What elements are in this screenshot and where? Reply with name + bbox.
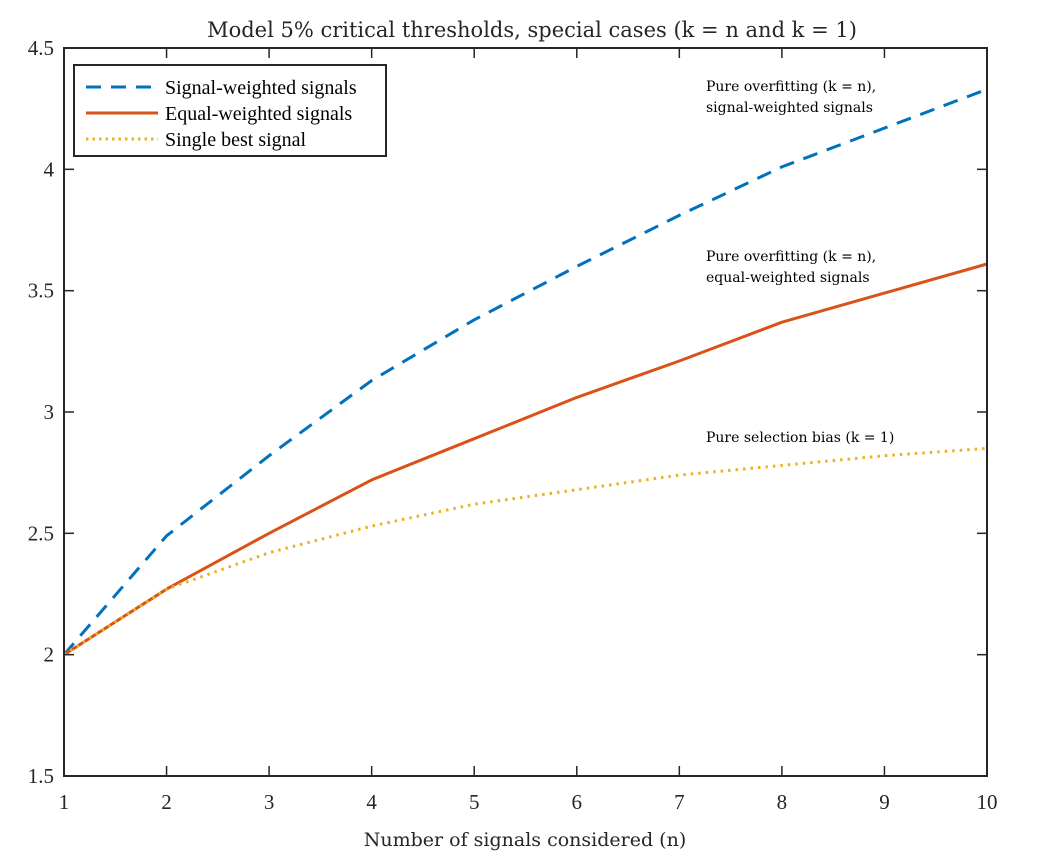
y-tick-label: 4 xyxy=(44,157,55,181)
ticks-layer: 1 2 3 4 5 6 7 8 9 10 1.5 2 2.5 3 3.5 4 4.5 xyxy=(28,36,998,814)
y-tick-label: 3 xyxy=(44,400,55,424)
series-line-1 xyxy=(62,87,988,656)
x-tick-label: 7 xyxy=(674,790,685,814)
chart-title: Model 5% critical thresholds, special ca… xyxy=(207,18,857,42)
y-tick-label: 4.5 xyxy=(28,36,54,60)
annotation-3-line-1: Pure selection bias (k = 1) xyxy=(706,430,894,446)
series-line-3 xyxy=(63,446,988,656)
x-tick-label: 1 xyxy=(59,790,70,814)
y-tick-label: 3.5 xyxy=(28,279,54,303)
x-tick-label: 9 xyxy=(879,790,890,814)
y-tick-label: 2 xyxy=(44,643,55,667)
annotation-2-line-2: equal-weighted signals xyxy=(706,270,870,286)
x-tick-label: 5 xyxy=(469,790,480,814)
plot-area xyxy=(64,48,987,776)
legend-label-2: Equal-weighted signals xyxy=(165,103,352,125)
series-layer xyxy=(62,87,988,656)
series-line-2 xyxy=(63,262,988,656)
y-tick-label: 2.5 xyxy=(28,521,54,545)
y-tick-label: 1.5 xyxy=(28,764,54,788)
x-tick-label: 3 xyxy=(264,790,275,814)
legend: Signal-weighted signals Equal-weighted si… xyxy=(73,64,387,157)
x-tick-label: 4 xyxy=(366,790,377,814)
legend-box xyxy=(73,64,387,157)
annotation-1-line-2: signal-weighted signals xyxy=(706,100,873,116)
x-tick-label: 10 xyxy=(977,790,998,814)
plot-background xyxy=(64,48,987,776)
x-tick-label: 8 xyxy=(777,790,788,814)
annotation-1-line-1: Pure overfitting (k = n), xyxy=(706,79,876,95)
annotation-2-line-1: Pure overfitting (k = n), xyxy=(706,249,876,265)
legend-label-3: Single best signal xyxy=(165,129,307,151)
x-tick-label: 2 xyxy=(161,790,172,814)
legend-label-1: Signal-weighted signals xyxy=(165,77,357,99)
x-axis-label: Number of signals considered (n) xyxy=(364,829,686,851)
annotations: Pure overfitting (k = n), signal-weighted… xyxy=(706,79,894,446)
x-tick-label: 6 xyxy=(572,790,583,814)
